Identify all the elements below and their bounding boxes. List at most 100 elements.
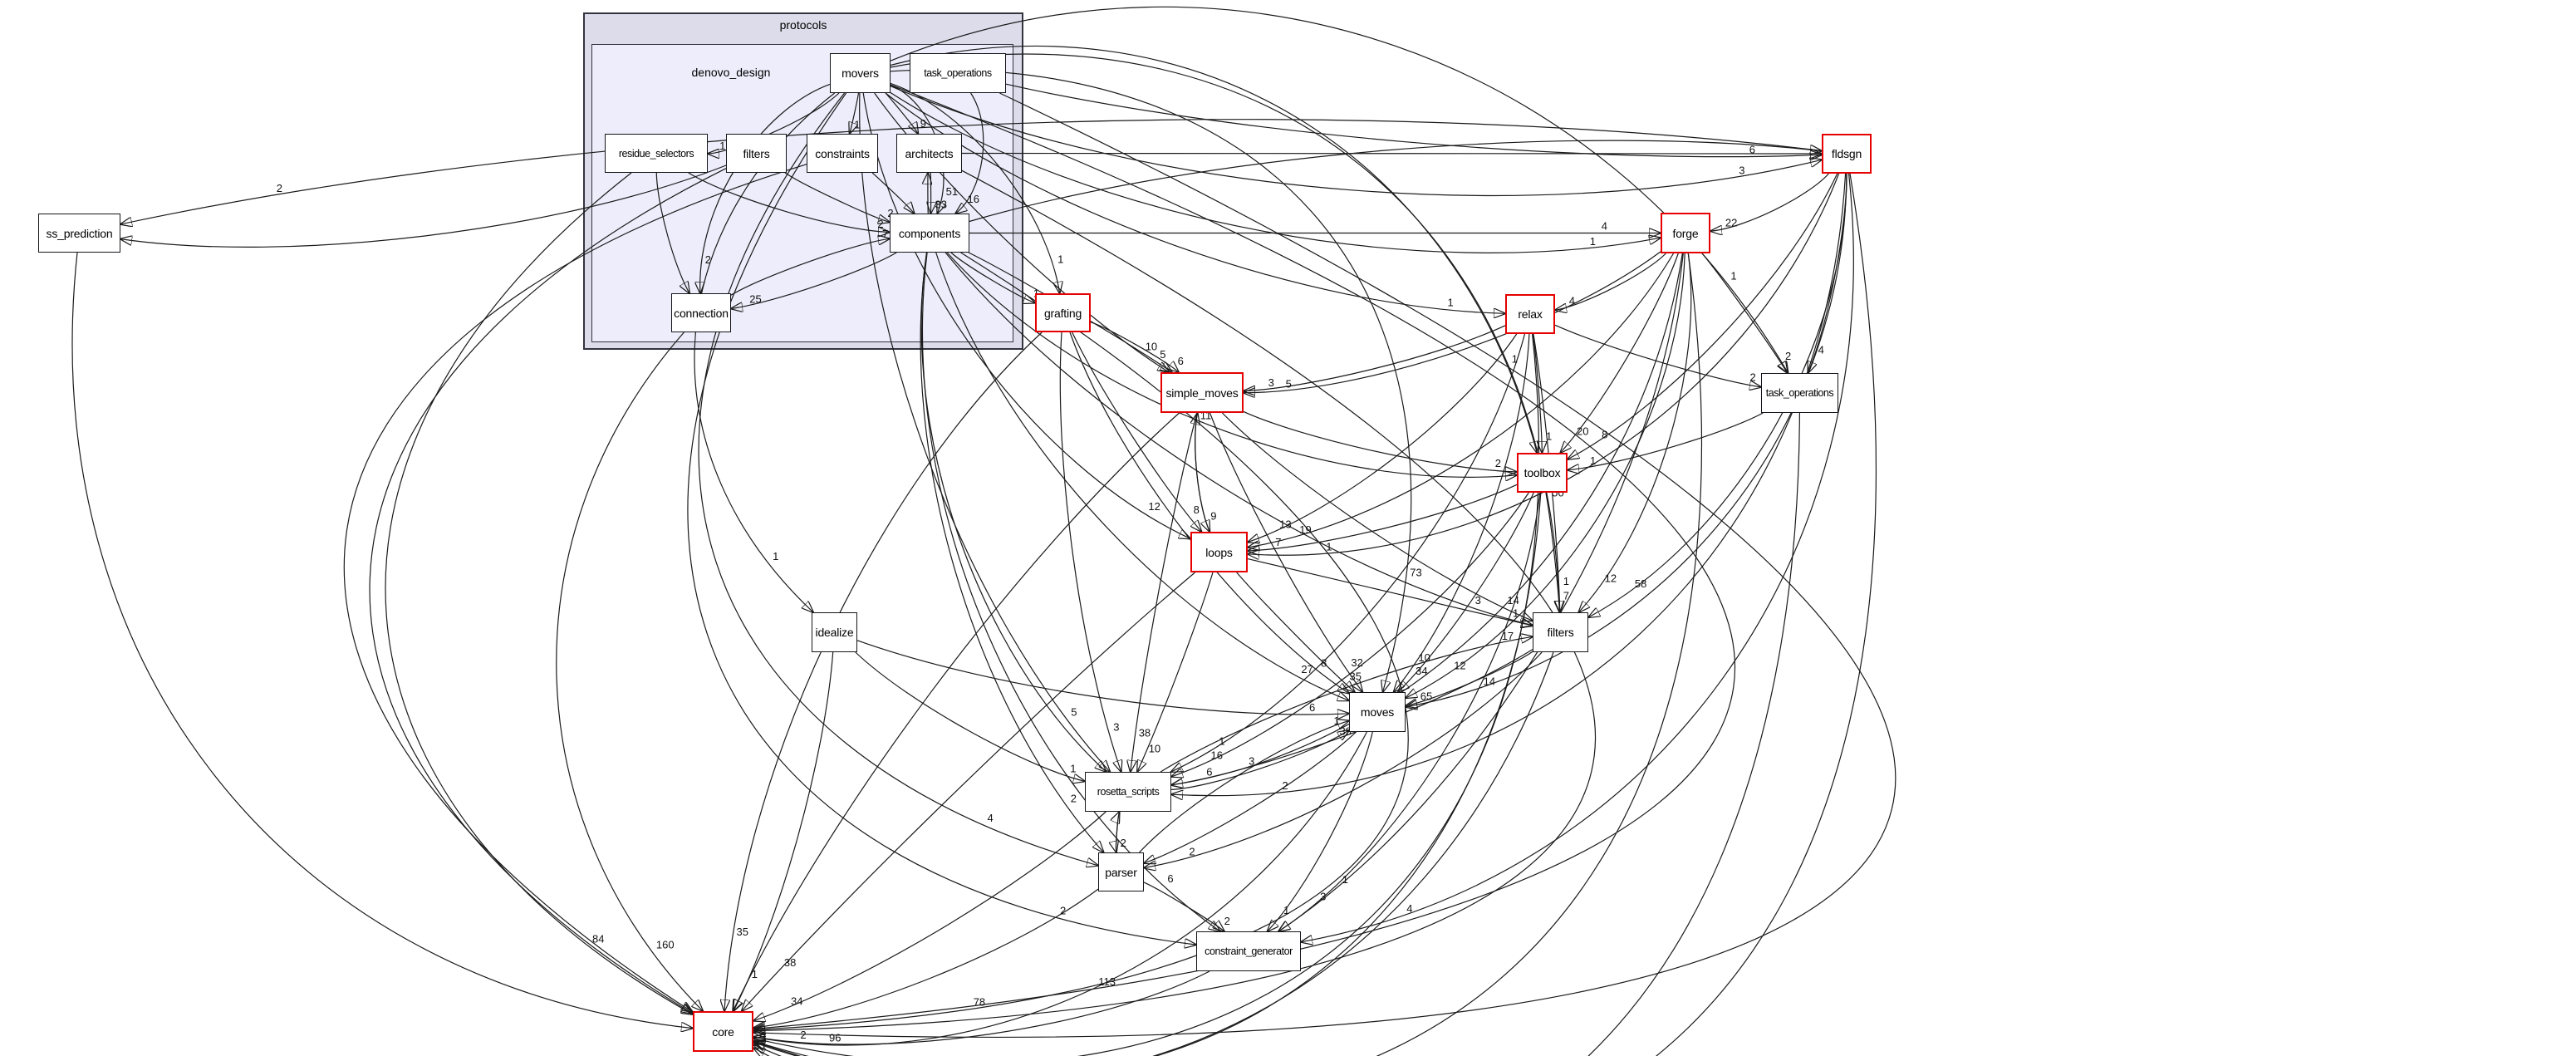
edge-count-label: 17 <box>1502 630 1514 642</box>
edge-relax-to-toolbox <box>1532 333 1542 453</box>
edge-count-label: 32 <box>1351 656 1362 669</box>
node-constraints[interactable]: constraints <box>807 134 878 173</box>
node-residue_selectors[interactable]: residue_selectors <box>605 134 708 173</box>
edge-components-to-fldsgn <box>969 140 1822 223</box>
cluster-label-protocols[interactable]: protocols <box>779 18 827 32</box>
edge-count-label: 20 <box>1577 425 1588 438</box>
edge-movers-to-task_operations <box>890 6 1788 373</box>
node-components[interactable]: components <box>890 214 969 253</box>
edge-count-label: 160 <box>656 938 675 950</box>
edge-toolbox-to-filters <box>1545 492 1560 612</box>
node-filters[interactable]: filters <box>1533 612 1588 652</box>
edge-forge-to-core <box>753 253 1703 1056</box>
edge-count-label: 6 <box>1167 872 1173 885</box>
edge-architects-to-fldsgn <box>961 154 1822 155</box>
node-loops[interactable]: loops <box>1190 532 1248 572</box>
edge-simple_moves-to-filters <box>1221 412 1533 621</box>
edge-count-label: 9 <box>920 117 926 130</box>
edge-constraints-to-components <box>871 172 914 214</box>
edge-count-label: 2 <box>1121 837 1126 849</box>
node-constraint_generator[interactable]: constraint_generator <box>1196 931 1301 971</box>
edge-relax-to-task_operations <box>1554 324 1761 387</box>
edge-count-label: 2 <box>877 218 883 230</box>
node-connection[interactable]: connection <box>671 293 731 332</box>
edge-connection-to-components <box>730 238 890 296</box>
edge-count-label: 1 <box>1326 541 1332 553</box>
node-simple_moves[interactable]: simple_moves <box>1160 372 1244 413</box>
edge-filters-to-parser <box>1144 651 1543 868</box>
edge-relax-to-rosetta_scripts <box>1171 333 1526 772</box>
node-idealize[interactable]: idealize <box>812 612 857 652</box>
edge-count-label: 2 <box>1071 793 1077 805</box>
node-movers[interactable]: movers <box>830 53 891 93</box>
edge-count-label: 5 <box>1071 706 1077 719</box>
edge-toolbox-to-core <box>753 492 1542 1056</box>
edge-count-label: 6 <box>1206 766 1212 778</box>
node-ss_prediction[interactable]: ss_prediction <box>38 214 120 253</box>
edge-idealize-to-core <box>734 651 834 1011</box>
edge-movers-to-fldsgn <box>890 86 1822 196</box>
edge-grafting-to-moves <box>1069 332 1349 694</box>
edge-moves-to-parser <box>1144 731 1357 863</box>
node-grafting[interactable]: grafting <box>1035 293 1091 332</box>
edge-count-label: 2 <box>1060 904 1066 916</box>
edge-count-label: 1 <box>1283 904 1289 916</box>
edge-simple_moves-to-loops <box>1195 412 1210 532</box>
edge-count-label: 10 <box>1418 651 1430 664</box>
edge-movers-to-parser <box>698 92 1098 866</box>
edge-fldsgn-to-rosetta_scripts <box>1171 173 1847 796</box>
edge-count-label: 27 <box>1301 663 1313 675</box>
edge-parser-to-constraint_generator <box>1143 882 1224 931</box>
edge-count-label: 1 <box>773 550 778 562</box>
edge-forge-to-filters <box>1578 253 1692 612</box>
edge-count-label: 1 <box>854 119 860 131</box>
edge-count-label: 16 <box>968 193 979 205</box>
edge-count-label: 38 <box>784 956 796 969</box>
node-filters_dd[interactable]: filters <box>726 134 787 173</box>
edge-connection-to-core <box>556 332 703 1011</box>
cluster-label-denovo-design[interactable]: denovo_design <box>691 66 771 79</box>
node-core[interactable]: core <box>693 1011 753 1052</box>
edge-count-label: 2 <box>1750 371 1756 384</box>
edge-movers-to-grafting <box>890 82 1060 293</box>
edge-components-to-rosetta_scripts <box>920 252 1106 772</box>
edge-loops-to-filters <box>1247 558 1533 626</box>
node-moves[interactable]: moves <box>1349 692 1406 732</box>
node-task_operations_dd[interactable]: task_operations <box>910 53 1006 93</box>
node-architects[interactable]: architects <box>896 134 962 173</box>
edge-forge-to-rosetta_scripts <box>1171 253 1683 785</box>
node-toolbox[interactable]: toolbox <box>1517 453 1568 493</box>
edge-loops-to-rosetta_scripts <box>1137 572 1214 772</box>
edge-fldsgn-to-ss_prediction <box>120 119 1823 224</box>
edge-count-label: 1 <box>1342 873 1348 886</box>
edge-count-label: 38 <box>1139 727 1151 739</box>
edge-toolbox-to-rosetta_scripts <box>1171 492 1529 777</box>
edge-count-label: 4 <box>1602 220 1607 233</box>
edge-constraints-to-core <box>343 164 807 1012</box>
edge-count-label: 1 <box>1590 454 1596 467</box>
edge-count-label: 34 <box>791 995 802 1007</box>
edge-count-label: 25 <box>749 292 761 305</box>
edge-movers-to-loops <box>862 92 1190 538</box>
edge-fldsgn-to-forge <box>1710 173 1829 231</box>
edge-parser-to-moves <box>1139 720 1350 853</box>
node-task_operations[interactable]: task_operations <box>1761 373 1838 413</box>
node-relax[interactable]: relax <box>1505 294 1555 334</box>
node-rosetta_scripts[interactable]: rosetta_scripts <box>1085 772 1171 812</box>
edge-movers-to-constraints <box>850 92 859 134</box>
edge-relax-to-loops <box>1248 333 1518 543</box>
edge-simple_moves-to-moves <box>1209 412 1363 692</box>
edge-forge-to-task_operations <box>1701 253 1788 373</box>
edge-task_operations_dd-to-components <box>955 92 984 214</box>
edge-grafting-to-core <box>724 332 1043 1011</box>
edge-loops-to-core <box>742 572 1195 1011</box>
node-fldsgn[interactable]: fldsgn <box>1822 134 1872 174</box>
edge-count-label: 1 <box>1546 430 1552 443</box>
edge-count-label: 10 <box>1146 341 1157 353</box>
node-forge[interactable]: forge <box>1661 213 1710 253</box>
edge-fldsgn-to-moves <box>1406 173 1847 707</box>
edge-rosetta_scripts-to-parser <box>1116 811 1121 852</box>
edge-simple_moves-to-toolbox <box>1243 410 1517 472</box>
node-parser[interactable]: parser <box>1098 852 1144 891</box>
